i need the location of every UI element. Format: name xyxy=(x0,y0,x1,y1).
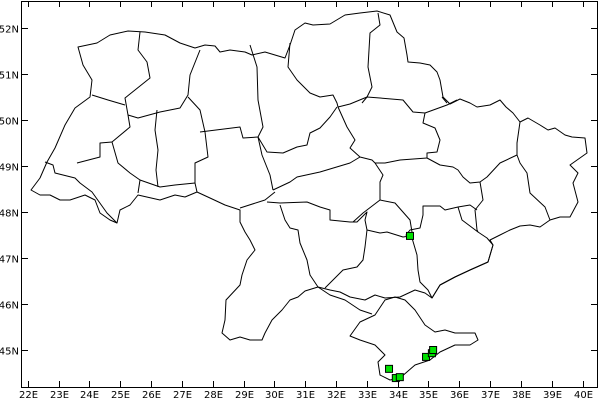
lon-tick-label: 38E xyxy=(512,390,531,400)
location-marker xyxy=(385,364,394,373)
region-crimea xyxy=(349,296,479,381)
border-volyn-lviv xyxy=(91,94,126,106)
border-sumy-kharkiv xyxy=(441,96,448,104)
border-chernivtsi-north xyxy=(139,179,198,193)
lon-tick-label: 23E xyxy=(50,390,69,400)
lon-tick-label: 26E xyxy=(142,390,161,400)
border-donetsk-zaporizhzhia-top xyxy=(457,204,478,211)
border-mykolaiv-kherson xyxy=(324,211,368,289)
border-sumy-poltava xyxy=(337,96,458,114)
border-lviv-ternopil xyxy=(111,114,131,143)
lon-tick-label: 39E xyxy=(543,390,562,400)
lon-tick-label: 28E xyxy=(204,390,223,400)
border-kyiv-cherkasy xyxy=(257,106,338,154)
border-rivne-zhytomyr xyxy=(127,49,201,119)
border-zhytomyr-vinnytsia xyxy=(199,126,259,139)
map-frame xyxy=(21,1,598,388)
ukraine-outline xyxy=(30,10,588,341)
border-poltava-kharkiv xyxy=(422,112,441,158)
border-lviv-ivanofrankivsk xyxy=(76,141,113,164)
lon-tick-label: 40E xyxy=(574,390,593,400)
kherson-coast-estuary xyxy=(317,286,373,315)
border-kharkiv-south xyxy=(426,154,518,184)
border-kirovohrad-mykolaiv xyxy=(266,201,353,223)
lon-tick-label: 22E xyxy=(19,390,38,400)
location-marker xyxy=(429,346,438,354)
border-dnipro-kherson xyxy=(366,229,411,238)
lat-tick-label: 48N xyxy=(0,209,19,220)
border-zhytomyr-kyiv xyxy=(249,44,264,138)
lon-tick-label: 33E xyxy=(358,390,377,400)
border-poltava-south xyxy=(375,157,428,164)
lat-tick-label: 49N xyxy=(0,163,19,174)
lon-tick-label: 34E xyxy=(389,390,408,400)
location-marker xyxy=(395,373,404,382)
lon-tick-label: 32E xyxy=(327,390,346,400)
border-donetsk-dnipro xyxy=(474,181,484,233)
oblast-borders xyxy=(44,12,551,315)
border-vinnytsia-odesa xyxy=(239,191,276,209)
border-dnipro-south xyxy=(379,199,413,233)
lon-tick-label: 24E xyxy=(80,390,99,400)
border-kyiv-poltava xyxy=(337,106,376,164)
lon-tick-label: 25E xyxy=(111,390,130,400)
border-chernihiv-kyiv xyxy=(287,42,339,108)
border-kirovohrad-dnipro xyxy=(352,162,384,223)
border-ternopil-khmelnytskyi xyxy=(154,109,159,188)
lat-tick-label: 52N xyxy=(0,25,19,36)
border-vinnytsia-cherkasy xyxy=(257,136,274,191)
lat-tick-label: 45N xyxy=(0,347,19,358)
lon-tick-label: 37E xyxy=(481,390,500,400)
lon-tick-label: 35E xyxy=(419,390,438,400)
border-zakarpattia xyxy=(44,161,118,224)
lat-tick-label: 51N xyxy=(0,71,19,82)
lon-tick-label: 27E xyxy=(173,390,192,400)
border-ivanofrankivsk-ternopil xyxy=(111,141,141,194)
border-kharkiv-luhansk xyxy=(516,121,551,221)
lat-tick-label: 50N xyxy=(0,117,19,128)
border-cherkasy-kirovohrad xyxy=(272,156,361,191)
markers-layer xyxy=(385,231,438,383)
lon-tick-label: 36E xyxy=(450,390,469,400)
border-odesa-mykolaiv xyxy=(279,204,319,288)
border-volyn-rivne xyxy=(124,31,151,116)
lon-tick-label: 30E xyxy=(265,390,284,400)
lat-tick-label: 46N xyxy=(0,301,19,312)
lon-tick-label: 29E xyxy=(235,390,254,400)
lat-tick-label: 47N xyxy=(0,255,19,266)
location-marker xyxy=(405,231,414,240)
border-khmelnytskyi-vinnytsia xyxy=(187,96,209,183)
lon-tick-label: 31E xyxy=(296,390,315,400)
